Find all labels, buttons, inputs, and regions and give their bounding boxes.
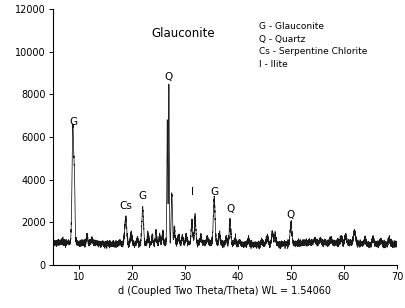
Text: Q: Q [287, 210, 295, 220]
Text: I: I [192, 187, 194, 197]
Text: G: G [210, 187, 218, 197]
X-axis label: d (Coupled Two Theta/Theta) WL = 1.54060: d (Coupled Two Theta/Theta) WL = 1.54060 [118, 286, 331, 296]
Text: G: G [70, 117, 78, 128]
Text: Q: Q [164, 72, 173, 82]
Text: Glauconite: Glauconite [151, 27, 215, 40]
Text: Cs: Cs [119, 201, 132, 211]
Text: G: G [139, 191, 147, 201]
Text: G - Glauconite
Q - Quartz
Cs - Serpentine Chlorite
I - Ilite: G - Glauconite Q - Quartz Cs - Serpentin… [259, 22, 368, 68]
Text: Q: Q [226, 204, 234, 214]
